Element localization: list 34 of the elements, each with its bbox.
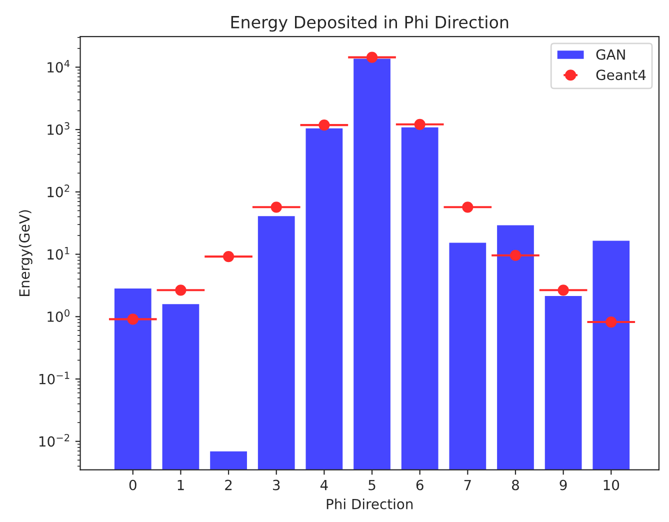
legend-label: Geant4	[596, 70, 646, 80]
point	[318, 120, 330, 131]
y-tick-label: 10$^{−1}$	[39, 372, 70, 384]
point	[510, 250, 522, 261]
y-tick-label: 10$^{4}$	[48, 60, 70, 73]
y-tick-label: 10$^{2}$	[48, 184, 70, 198]
point	[270, 202, 282, 213]
point	[366, 52, 378, 63]
x-tick-label: 10	[604, 480, 620, 490]
y-tick-label: 10$^{−2}$	[39, 434, 70, 447]
x-tick-label: 9	[560, 480, 567, 490]
x-tick-label: 1	[178, 480, 184, 490]
chart-title: Energy Deposited in Phi Direction	[231, 16, 508, 32]
point	[175, 284, 186, 296]
x-tick-label: 7	[464, 480, 471, 490]
point	[414, 118, 426, 130]
y-tick-label: 10$^{1}$	[48, 247, 70, 260]
point	[558, 284, 569, 296]
y-tick-label: 10$^{0}$	[48, 309, 70, 322]
y-tick-label: 10$^{3}$	[48, 122, 70, 135]
legend-label: GAN	[596, 49, 625, 60]
point	[462, 202, 474, 213]
x-axis-title: Phi Direction	[326, 498, 413, 510]
point	[127, 314, 138, 325]
y-axis-title: Energy(GeV)	[18, 210, 32, 296]
x-tick-label: 3	[273, 480, 280, 490]
x-tick-label: 8	[512, 480, 519, 490]
x-tick-label: 0	[129, 480, 136, 490]
x-tick-label: 2	[225, 480, 232, 490]
x-tick-label: 5	[368, 480, 376, 490]
x-tick-label: 4	[320, 480, 328, 490]
point	[606, 316, 617, 328]
point	[222, 250, 234, 262]
x-tick-label: 6	[416, 480, 424, 490]
